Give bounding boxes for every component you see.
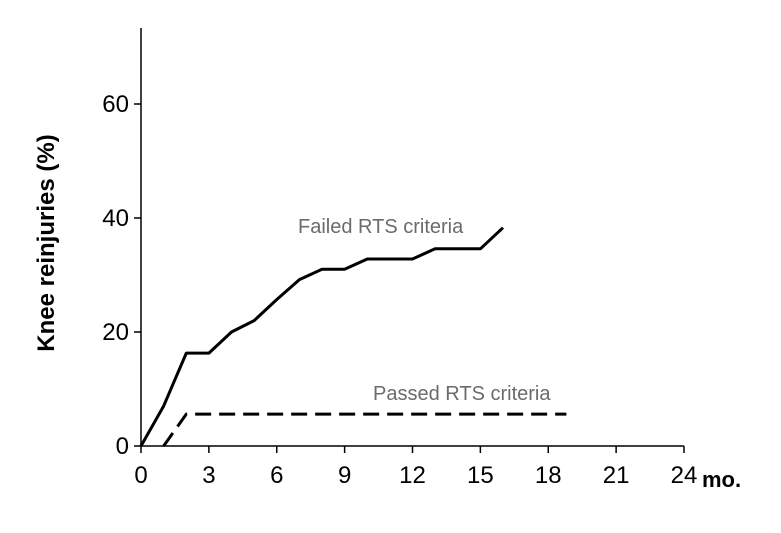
x-tick-label: 18 bbox=[535, 462, 562, 489]
x-tick-label: 0 bbox=[134, 462, 147, 489]
y-tick-label: 60 bbox=[102, 91, 129, 118]
series-labels: Failed RTS criteria Passed RTS criteria bbox=[298, 216, 551, 405]
x-tick-label: 6 bbox=[270, 462, 283, 489]
x-tick-label: 9 bbox=[338, 462, 351, 489]
failed-rts-criteria-line bbox=[139, 226, 505, 447]
x-tick-label: 3 bbox=[202, 462, 215, 489]
y-ticks: 0 20 40 60 bbox=[102, 91, 141, 460]
x-tick-label: 24 bbox=[671, 462, 698, 489]
x-axis-unit-label: mo. bbox=[702, 467, 741, 492]
failed-rts-criteria-label: Failed RTS criteria bbox=[298, 216, 464, 238]
passed-rts-criteria-line bbox=[162, 412, 567, 447]
passed-rts-criteria-label: Passed RTS criteria bbox=[373, 383, 551, 405]
series-group bbox=[139, 226, 567, 447]
x-tick-label: 12 bbox=[399, 462, 426, 489]
y-tick-label: 20 bbox=[102, 319, 129, 346]
x-ticks: 0 3 6 9 12 15 18 21 24 bbox=[134, 446, 697, 489]
x-tick-label: 15 bbox=[467, 462, 494, 489]
y-axis-label: Knee reinjuries (%) bbox=[33, 134, 60, 351]
y-tick-label: 40 bbox=[102, 205, 129, 232]
x-tick-label: 21 bbox=[603, 462, 630, 489]
y-tick-label: 0 bbox=[116, 433, 129, 460]
